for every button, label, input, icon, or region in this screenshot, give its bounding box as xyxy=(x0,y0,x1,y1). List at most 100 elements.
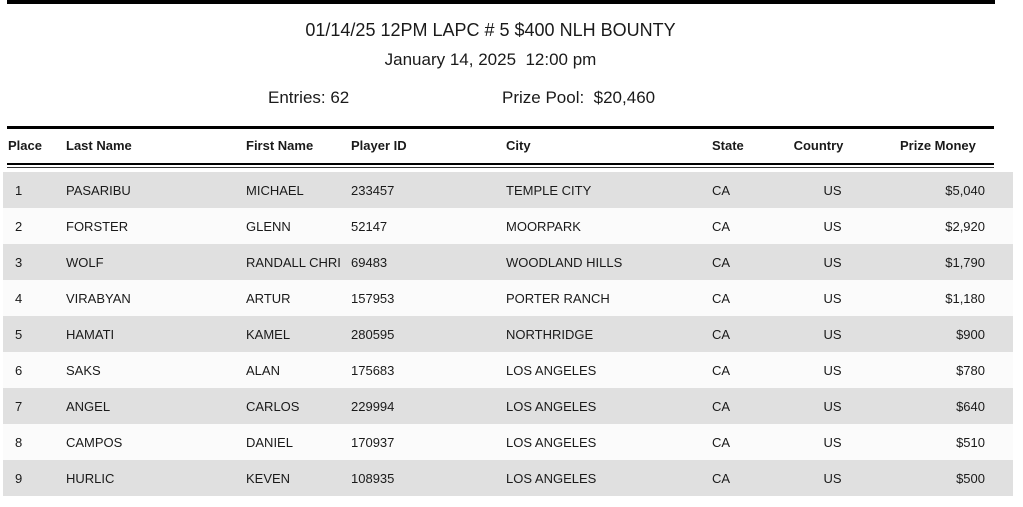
column-header-city: City xyxy=(506,138,531,153)
table-row: 5 HAMATI KAMEL 280595 NORTHRIDGE CA US $… xyxy=(3,316,1013,352)
cell-country: US xyxy=(823,470,842,486)
cell-place: 8 xyxy=(15,434,23,450)
table-row: 7 ANGEL CARLOS 229994 LOS ANGELES CA US … xyxy=(3,388,1013,424)
cell-player-id: 108935 xyxy=(351,470,395,486)
cell-country: US xyxy=(823,398,842,414)
cell-city: LOS ANGELES xyxy=(506,362,597,378)
cell-place: 5 xyxy=(15,326,23,342)
cell-prize-money: $500 xyxy=(956,470,985,486)
cell-state: CA xyxy=(712,326,731,342)
cell-country: US xyxy=(823,434,842,450)
cell-last-name: VIRABYAN xyxy=(66,290,131,306)
table-row: 2 FORSTER GLENN 52147 MOORPARK CA US $2,… xyxy=(3,208,1013,244)
cell-place: 4 xyxy=(15,290,23,306)
top-rule-divider xyxy=(7,0,995,4)
column-header-state: State xyxy=(712,138,744,153)
cell-prize-money: $1,790 xyxy=(945,254,985,270)
table-row: 1 PASARIBU MICHAEL 233457 TEMPLE CITY CA… xyxy=(3,172,1013,208)
cell-last-name: PASARIBU xyxy=(66,182,131,198)
cell-last-name: ANGEL xyxy=(66,398,111,414)
cell-player-id: 233457 xyxy=(351,182,395,198)
cell-first-name: DANIEL xyxy=(246,434,293,450)
cell-city: LOS ANGELES xyxy=(506,434,597,450)
cell-state: CA xyxy=(712,434,731,450)
cell-player-id: 229994 xyxy=(351,398,395,414)
cell-state: CA xyxy=(712,470,731,486)
column-header-player-id: Player ID xyxy=(351,138,407,153)
table-row: 3 WOLF RANDALL CHRI 69483 WOODLAND HILLS… xyxy=(3,244,1013,280)
cell-city: MOORPARK xyxy=(506,218,581,234)
table-header-row: Place Last Name First Name Player ID Cit… xyxy=(3,129,1013,162)
cell-prize-money: $780 xyxy=(956,362,985,378)
cell-first-name: GLENN xyxy=(246,218,291,234)
cell-first-name: ARTUR xyxy=(246,290,291,306)
cell-city: PORTER RANCH xyxy=(506,290,610,306)
cell-player-id: 157953 xyxy=(351,290,395,306)
tournament-date: January 14, 2025 12:00 pm xyxy=(384,50,597,69)
cell-city: WOODLAND HILLS xyxy=(506,254,623,270)
cell-city: LOS ANGELES xyxy=(506,398,597,414)
cell-place: 6 xyxy=(15,362,23,378)
cell-first-name: KEVEN xyxy=(246,470,291,486)
cell-state: CA xyxy=(712,254,731,270)
results-table: Place Last Name First Name Player ID Cit… xyxy=(0,126,1023,496)
cell-player-id: 170937 xyxy=(351,434,395,450)
column-header-prize-money: Prize Money xyxy=(900,138,976,153)
cell-state: CA xyxy=(712,182,731,198)
cell-first-name: CARLOS xyxy=(246,398,300,414)
column-header-last-name: Last Name xyxy=(66,138,132,153)
table-row: 4 VIRABYAN ARTUR 157953 PORTER RANCH CA … xyxy=(3,280,1013,316)
cell-place: 7 xyxy=(15,398,23,414)
cell-country: US xyxy=(823,182,842,198)
cell-country: US xyxy=(823,254,842,270)
cell-last-name: FORSTER xyxy=(66,218,129,234)
cell-prize-money: $640 xyxy=(956,398,985,414)
column-header-first-name: First Name xyxy=(246,138,314,153)
entries-count: Entries: 62 xyxy=(268,88,350,107)
cell-prize-money: $2,920 xyxy=(945,218,985,234)
cell-place: 1 xyxy=(15,182,23,198)
cell-country: US xyxy=(823,218,842,234)
cell-place: 2 xyxy=(15,218,23,234)
table-rows: 1 PASARIBU MICHAEL 233457 TEMPLE CITY CA… xyxy=(0,172,1023,496)
prize-pool-total: Prize Pool: $20,460 xyxy=(502,88,656,107)
cell-prize-money: $1,180 xyxy=(945,290,985,306)
cell-country: US xyxy=(823,290,842,306)
header-double-divider xyxy=(7,162,994,172)
cell-city: TEMPLE CITY xyxy=(506,182,592,198)
cell-first-name: RANDALL CHRI xyxy=(246,254,341,270)
cell-place: 9 xyxy=(15,470,23,486)
cell-last-name: HAMATI xyxy=(66,326,115,342)
cell-country: US xyxy=(823,326,842,342)
cell-city: NORTHRIDGE xyxy=(506,326,594,342)
cell-last-name: HURLIC xyxy=(66,470,115,486)
cell-prize-money: $5,040 xyxy=(945,182,985,198)
cell-state: CA xyxy=(712,398,731,414)
cell-prize-money: $900 xyxy=(956,326,985,342)
cell-player-id: 69483 xyxy=(351,254,388,270)
table-row: 9 HURLIC KEVEN 108935 LOS ANGELES CA US … xyxy=(3,460,1013,496)
cell-place: 3 xyxy=(15,254,23,270)
cell-player-id: 52147 xyxy=(351,218,388,234)
cell-prize-money: $510 xyxy=(956,434,985,450)
cell-city: LOS ANGELES xyxy=(506,470,597,486)
table-row: 6 SAKS ALAN 175683 LOS ANGELES CA US $78… xyxy=(3,352,1013,388)
cell-first-name: KAMEL xyxy=(246,326,291,342)
column-header-country: Country xyxy=(793,138,844,153)
cell-last-name: CAMPOS xyxy=(66,434,123,450)
page-title: 01/14/25 12PM LAPC # 5 $400 NLH BOUNTY xyxy=(305,20,676,40)
column-header-place: Place xyxy=(8,138,42,153)
cell-player-id: 175683 xyxy=(351,362,395,378)
cell-state: CA xyxy=(712,218,731,234)
table-top-divider xyxy=(7,126,994,129)
cell-last-name: SAKS xyxy=(66,362,101,378)
cell-state: CA xyxy=(712,290,731,306)
cell-state: CA xyxy=(712,362,731,378)
cell-country: US xyxy=(823,362,842,378)
cell-first-name: MICHAEL xyxy=(246,182,304,198)
cell-last-name: WOLF xyxy=(66,254,104,270)
cell-first-name: ALAN xyxy=(246,362,280,378)
table-row: 8 CAMPOS DANIEL 170937 LOS ANGELES CA US… xyxy=(3,424,1013,460)
cell-player-id: 280595 xyxy=(351,326,395,342)
